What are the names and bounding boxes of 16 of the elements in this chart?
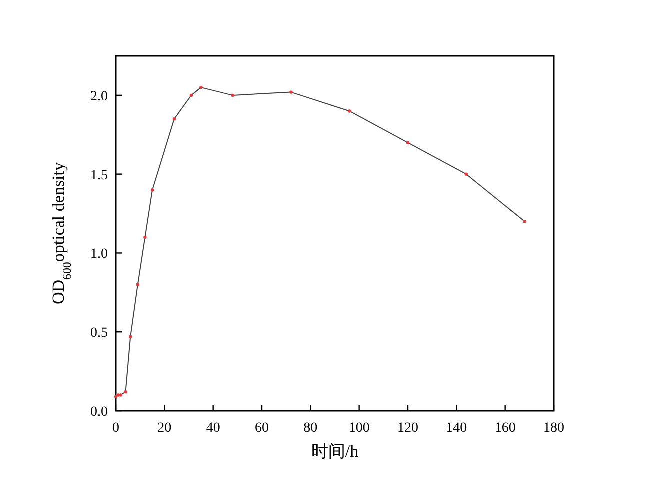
x-tick-label: 180: [544, 421, 564, 436]
x-tick-label: 60: [255, 421, 269, 436]
x-tick-label: 160: [494, 421, 516, 436]
x-tick-label: 80: [304, 421, 318, 436]
y-tick-label: 2.0: [90, 89, 108, 104]
x-tick-label: 0: [112, 421, 120, 436]
y-tick-label: 0.0: [90, 405, 108, 420]
y-tick-label: 1.5: [90, 168, 108, 184]
x-tick-label: 120: [398, 421, 418, 436]
y-tick-label: 1.0: [90, 247, 108, 262]
x-axis-title: 时间/h: [311, 442, 360, 461]
x-tick-label: 40: [206, 421, 220, 436]
x-tick-label: 100: [348, 421, 370, 436]
x-tick-label: 140: [446, 421, 468, 436]
y-tick-label: 0.5: [90, 326, 108, 342]
x-tick-label: 20: [158, 421, 172, 436]
